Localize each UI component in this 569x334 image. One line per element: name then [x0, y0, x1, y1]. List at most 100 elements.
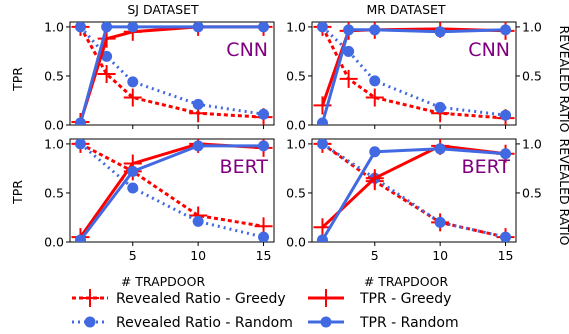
series-line-tpr-random — [79, 144, 265, 242]
panel-sj-cnn: 0.0 0.5 1.0 CNN — [44, 19, 275, 133]
legend-swatch-tpr-greedy — [308, 289, 344, 307]
data-point-revealed-ratio-random — [74, 22, 86, 33]
model-annotation: BERT — [462, 156, 511, 178]
legend-item-rr-greedy: Revealed Ratio - Greedy — [72, 289, 286, 307]
data-point-revealed-ratio-random — [192, 215, 204, 227]
y-tick-label: 0.5 — [286, 68, 306, 83]
data-point-tpr-random — [500, 24, 512, 36]
y-tick-label: 0.5 — [44, 185, 64, 200]
legend-swatch-tpr-random — [308, 316, 344, 328]
legend-item-tpr-greedy: TPR - Greedy — [308, 289, 451, 307]
x-tick-label: 5 — [129, 248, 137, 263]
model-annotation: BERT — [220, 156, 269, 178]
legend-label-rr-random: Revealed Ratio - Random — [116, 315, 293, 331]
panel-mr-cnn: 0.0 0.5 1.0 0.5 1.0 CNN — [286, 19, 542, 133]
legend-marker — [84, 316, 96, 328]
data-point-tpr-random — [343, 24, 355, 36]
legend-label-rr-greedy: Revealed Ratio - Greedy — [116, 291, 286, 307]
data-point-revealed-ratio-random — [316, 22, 328, 33]
data-point-tpr-random — [500, 148, 512, 160]
data-point-tpr-random — [74, 234, 86, 242]
series-line-revealed-ratio-greedy — [79, 142, 264, 228]
legend-swatch-rr-random — [72, 316, 108, 328]
legend-item-rr-random: Revealed Ratio - Random — [72, 315, 293, 331]
data-point-tpr-greedy — [97, 29, 116, 48]
data-point-revealed-ratio-greedy — [97, 64, 116, 83]
data-point-tpr-random — [258, 22, 270, 33]
right-y-tick-label: 0.5 — [522, 68, 542, 83]
data-point-revealed-ratio-random — [258, 108, 270, 120]
panel-mr-bert: 0.0 0.5 1.0 0.5 1.0 5 10 15 BERT — [286, 136, 542, 263]
ylabel-bottom: TPR — [10, 180, 25, 205]
series-line-tpr-random — [321, 147, 507, 242]
data-point-revealed-ratio-random — [258, 231, 270, 242]
series-group — [313, 139, 515, 242]
legend-label-tpr-random: TPR - Random — [359, 315, 459, 331]
data-point-tpr-random — [434, 26, 446, 38]
ylabel-top: TPR — [10, 67, 25, 92]
right-y-tick-label: 1.0 — [522, 19, 542, 34]
x-tick-label: 10 — [432, 248, 448, 263]
data-point-revealed-ratio-random — [434, 216, 446, 228]
x-tick-label: 10 — [190, 248, 206, 263]
xlabel-right: # TRAPDOOR — [364, 274, 449, 289]
legend-swatch-rr-greedy — [72, 289, 108, 307]
data-point-tpr-random — [369, 24, 381, 36]
data-point-tpr-random — [192, 140, 204, 152]
series-group — [71, 22, 273, 125]
data-point-tpr-random — [316, 117, 328, 125]
right-ylabel-bottom: REVEALED RATIO — [557, 139, 569, 246]
data-point-tpr-random — [316, 234, 328, 242]
data-point-revealed-ratio-random — [74, 139, 86, 150]
y-tick-label: 1.0 — [286, 19, 306, 34]
data-point-revealed-ratio-greedy — [365, 88, 384, 107]
y-tick-label: 0.0 — [286, 118, 306, 133]
plot-frame — [69, 138, 275, 243]
legend: Revealed Ratio - Greedy TPR - Greedy Rev… — [72, 289, 459, 331]
legend-marker — [320, 316, 332, 328]
y-tick-label: 0.0 — [44, 235, 64, 250]
xlabel-left: # TRAPDOOR — [121, 274, 206, 289]
data-point-revealed-ratio-random — [500, 109, 512, 121]
data-point-revealed-ratio-random — [127, 182, 139, 194]
y-tick-label: 1.0 — [286, 136, 306, 151]
data-point-tpr-random — [369, 146, 381, 158]
model-annotation: CNN — [226, 39, 268, 61]
y-tick-label: 1.0 — [44, 136, 64, 151]
panel-title-sj: SJ DATASET — [127, 2, 199, 17]
y-tick-label: 0.5 — [44, 68, 64, 83]
panel-sj-bert: 0.0 0.5 1.0 5 10 15 BERT — [44, 136, 275, 263]
y-tick-label: 0.0 — [286, 235, 306, 250]
panel-title-mr: MR DATASET — [366, 2, 445, 17]
y-tick-label: 1.0 — [44, 19, 64, 34]
data-point-tpr-random — [434, 143, 446, 155]
legend-marker — [317, 289, 335, 307]
right-y-tick-label: 0.5 — [522, 185, 542, 200]
legend-marker — [81, 289, 99, 307]
right-y-tick-label: 1.0 — [522, 136, 542, 151]
series-line-revealed-ratio-random — [79, 142, 264, 239]
model-annotation: CNN — [468, 39, 510, 61]
data-point-revealed-ratio-greedy — [123, 88, 142, 107]
legend-item-tpr-random: TPR - Random — [308, 315, 459, 331]
data-point-revealed-ratio-random — [127, 76, 139, 88]
data-point-revealed-ratio-random — [500, 231, 512, 242]
data-point-revealed-ratio-greedy — [339, 69, 358, 88]
right-ylabel-top: REVEALED RATIO — [557, 26, 569, 133]
data-point-revealed-ratio-random — [316, 139, 328, 150]
data-point-tpr-random — [101, 22, 113, 33]
data-point-tpr-random — [127, 22, 139, 33]
data-point-tpr-random — [258, 140, 270, 152]
legend-label-tpr-greedy: TPR - Greedy — [359, 291, 451, 307]
data-point-revealed-ratio-random — [369, 75, 381, 87]
data-point-tpr-random — [127, 165, 139, 177]
data-point-tpr-greedy — [365, 169, 384, 188]
data-point-revealed-ratio-random — [101, 50, 113, 62]
series-group — [71, 139, 273, 242]
x-tick-label: 5 — [371, 248, 379, 263]
plot-frame — [69, 21, 275, 126]
x-tick-label: 15 — [498, 248, 514, 263]
data-point-revealed-ratio-random — [343, 45, 355, 57]
plot-frame — [311, 138, 517, 243]
